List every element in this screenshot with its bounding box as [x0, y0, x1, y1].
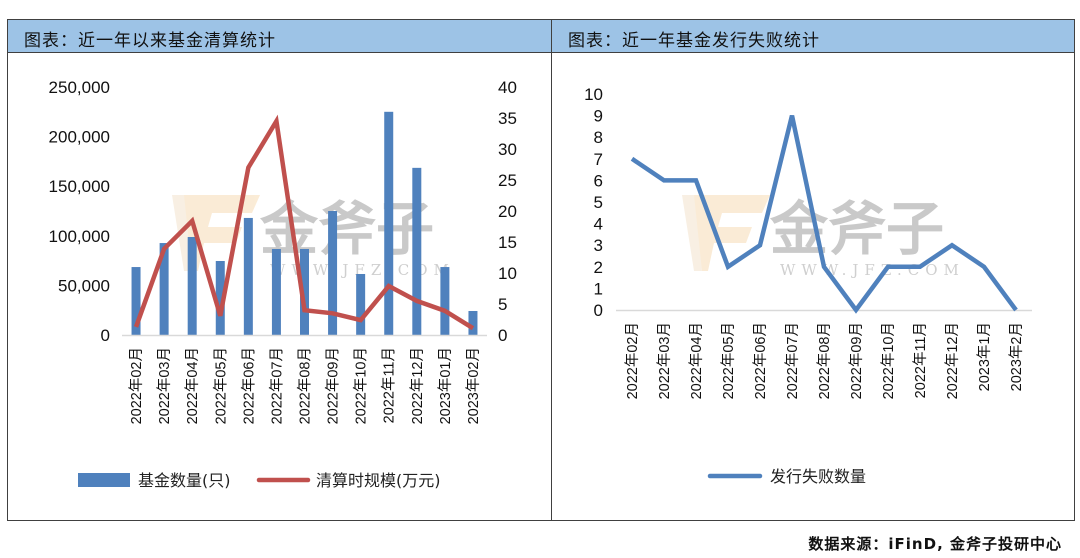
y-right-tick: 10	[498, 264, 517, 283]
left-chart-panel: 图表：近一年以来基金清算统计	[7, 19, 552, 521]
x-tick-label: 2022年09月	[848, 322, 865, 399]
x-tick-label: 2022年04月	[688, 322, 705, 399]
x-tick-label: 2022年05月	[212, 347, 229, 424]
bar	[412, 167, 422, 335]
y-right-tick: 35	[498, 109, 517, 128]
bar	[271, 248, 281, 335]
liquidation-scale-line	[133, 114, 475, 331]
y-left-tick: 200,000	[49, 128, 110, 147]
x-tick-label: 2022年03月	[156, 347, 173, 424]
y-tick: 9	[594, 107, 603, 126]
watermark-brand: 金斧子	[260, 195, 434, 263]
y-left-tick: 100,000	[49, 227, 110, 246]
y-left-tick: 50,000	[58, 276, 110, 295]
bar	[440, 267, 450, 335]
bar	[328, 211, 338, 335]
x-tick-label: 2022年03月	[656, 322, 673, 399]
y-right-tick: 0	[498, 326, 507, 345]
x-tick-label: 2022年09月	[325, 347, 342, 424]
left-panel-header: 图表：近一年以来基金清算统计	[8, 20, 551, 53]
x-tick-label: 2023年1月	[976, 322, 993, 391]
bar	[356, 273, 366, 335]
bar	[384, 111, 394, 335]
y-tick: 3	[594, 236, 603, 255]
bar	[300, 248, 309, 335]
legend-bar-swatch	[78, 473, 130, 487]
x-tick-label: 2022年06月	[240, 347, 257, 424]
x-tick-label: 2022年10月	[353, 347, 370, 424]
y-right-tick: 25	[498, 171, 517, 190]
y-right-tick: 30	[498, 140, 517, 159]
right-chart-title: 图表：近一年基金发行失败统计	[568, 31, 820, 51]
y-tick: 7	[594, 150, 603, 169]
y-tick: 2	[594, 258, 603, 277]
watermark-url: WWW.JFZ.COM	[270, 261, 455, 279]
x-tick-label: 2022年08月	[297, 347, 314, 424]
x-tick-label: 2022年12月	[944, 322, 961, 399]
x-tick-label: 2023年02月	[465, 347, 482, 424]
x-tick-label: 2022年02月	[128, 347, 145, 424]
x-tick-label: 2022年07月	[784, 322, 801, 399]
x-tick-label: 2022年11月	[912, 322, 929, 398]
legend-label-issuance-failures: 发行失败数量	[770, 467, 866, 486]
x-tick-label: 2022年02月	[624, 322, 641, 399]
right-panel-header: 图表：近一年基金发行失败统计	[552, 20, 1074, 53]
y-tick: 10	[584, 85, 603, 104]
bar	[243, 217, 253, 335]
y-right-tick: 40	[498, 78, 517, 97]
left-legend: 基金数量(只) 清算时规模(万元)	[78, 471, 441, 490]
x-tick-label: 2022年07月	[268, 347, 285, 424]
y-left-tick: 0	[101, 326, 110, 345]
y-tick: 4	[594, 215, 603, 234]
y-right-tick: 5	[498, 295, 507, 314]
y-tick: 8	[594, 128, 603, 147]
bar	[187, 236, 197, 335]
y-tick: 6	[594, 171, 603, 190]
x-tick-label: 2022年11月	[381, 347, 398, 423]
x-tick-label: 2022年10月	[880, 322, 897, 399]
x-tick-label: 2022年05月	[720, 322, 737, 399]
y-left-tick: 150,000	[49, 177, 110, 196]
watermark-brand: 金斧子	[770, 195, 944, 263]
x-tick-label: 2023年01月	[437, 347, 454, 424]
y-tick: 1	[594, 279, 603, 298]
legend-label-liquidation-scale: 清算时规模(万元)	[316, 471, 441, 490]
y-right-tick: 20	[498, 202, 517, 221]
x-tick-label: 2022年08月	[816, 322, 833, 399]
left-chart-title: 图表：近一年以来基金清算统计	[24, 31, 276, 51]
x-tick-label: 2023年2月	[1008, 322, 1025, 391]
bar	[131, 267, 141, 335]
x-tick-label: 2022年04月	[184, 347, 201, 424]
bar	[159, 243, 169, 335]
y-right-tick: 15	[498, 233, 517, 252]
bar	[468, 310, 478, 335]
x-tick-label: 2022年12月	[409, 347, 426, 424]
legend-label-fund-count: 基金数量(只)	[138, 471, 231, 490]
issuance-failure-line	[630, 115, 1018, 314]
bar	[215, 260, 225, 335]
y-left-tick: 250,000	[49, 78, 110, 97]
y-tick: 5	[594, 193, 603, 212]
x-tick-label: 2022年06月	[752, 322, 769, 399]
data-source-footer: 数据来源：iFinD, 金斧子投研中心	[808, 535, 1062, 553]
right-legend: 发行失败数量	[707, 467, 866, 486]
watermark-url: WWW.JFZ.COM	[780, 261, 965, 279]
y-tick: 0	[594, 301, 603, 320]
